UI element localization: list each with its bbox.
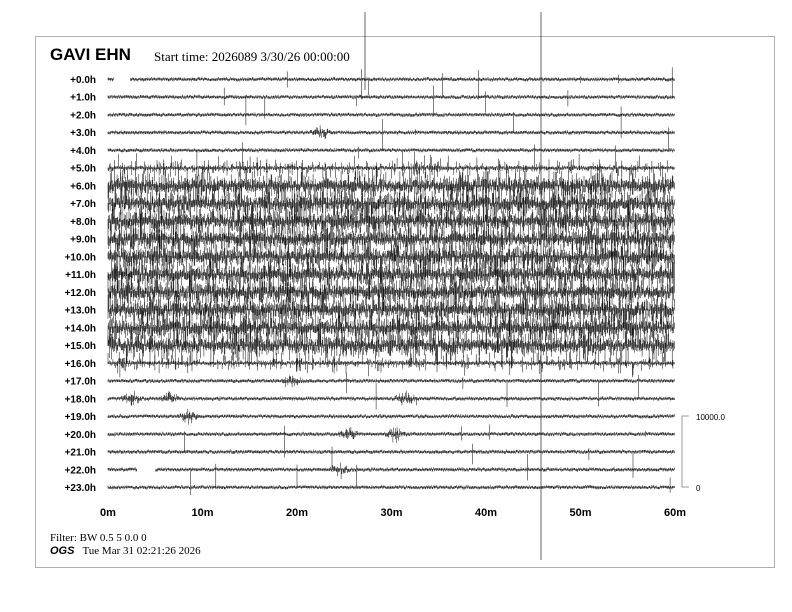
row-label: +7.0h (70, 199, 96, 210)
org-logo: OGS (50, 545, 75, 557)
row-label: +0.0h (70, 75, 96, 86)
row-label: +21.0h (65, 448, 96, 459)
row-label: +15.0h (65, 341, 96, 352)
trace-row-16 (107, 348, 675, 378)
trace-row-0 (107, 69, 675, 100)
trace-row-18 (107, 381, 675, 410)
row-label: +23.0h (65, 483, 96, 494)
trace-row-9 (107, 213, 675, 266)
station-title: GAVI EHN (50, 45, 131, 64)
trace-row-4 (107, 142, 675, 177)
trace-row-17 (107, 372, 675, 407)
trace-row-3 (107, 106, 675, 151)
row-label: +18.0h (65, 394, 96, 405)
trace-row-22 (107, 454, 675, 488)
trace-row-7 (107, 176, 675, 232)
row-label: +8.0h (70, 217, 96, 228)
trace-row-1 (107, 67, 675, 119)
row-label: +22.0h (65, 465, 96, 476)
footer-org: OGS Tue Mar 31 02:21:26 2026 (50, 545, 201, 557)
trace-row-21 (107, 425, 675, 478)
row-label: +5.0h (70, 164, 96, 175)
row-label: +6.0h (70, 181, 96, 192)
row-label: +19.0h (65, 412, 96, 423)
trace-row-13 (107, 283, 675, 336)
trace-row-15 (107, 319, 675, 373)
row-label: +13.0h (65, 306, 96, 317)
trace-row-8 (107, 195, 675, 248)
row-label: +4.0h (70, 146, 96, 157)
row-label: +17.0h (65, 377, 96, 388)
trace-row-20 (107, 424, 675, 452)
x-tick-label: 40m (475, 507, 497, 519)
row-label: +14.0h (65, 323, 96, 334)
row-label: +11.0h (65, 270, 96, 281)
plot-frame (35, 36, 775, 568)
x-tick-label: 30m (380, 507, 402, 519)
row-label: +3.0h (70, 128, 96, 139)
row-label: +10.0h (65, 252, 96, 263)
trace-row-19 (107, 408, 675, 425)
plot-timestamp: Tue Mar 31 02:21:26 2026 (82, 545, 201, 557)
x-tick-label: 20m (286, 507, 308, 519)
x-tick-label: 50m (569, 507, 591, 519)
row-label: +1.0h (70, 93, 96, 104)
x-tick-label: 60m (664, 507, 686, 519)
trace-row-23 (107, 470, 675, 496)
scale-bar (681, 415, 689, 488)
trace-row-2 (107, 95, 675, 133)
scale-top-label: 10000.0 (696, 413, 725, 422)
x-tick-label: 0m (100, 507, 116, 519)
scale-bottom-label: 0 (696, 484, 701, 493)
row-label: +2.0h (70, 110, 96, 121)
row-label: +20.0h (65, 430, 96, 441)
trace-row-6 (107, 159, 675, 209)
x-tick-label: 10m (191, 507, 213, 519)
row-label: +12.0h (65, 288, 96, 299)
row-label: +16.0h (65, 359, 96, 370)
start-time: Start time: 2026089 3/30/26 00:00:00 (154, 49, 350, 64)
row-label: +9.0h (70, 235, 96, 246)
filter-info: Filter: BW 0.5 5 0.0 0 (50, 532, 147, 544)
